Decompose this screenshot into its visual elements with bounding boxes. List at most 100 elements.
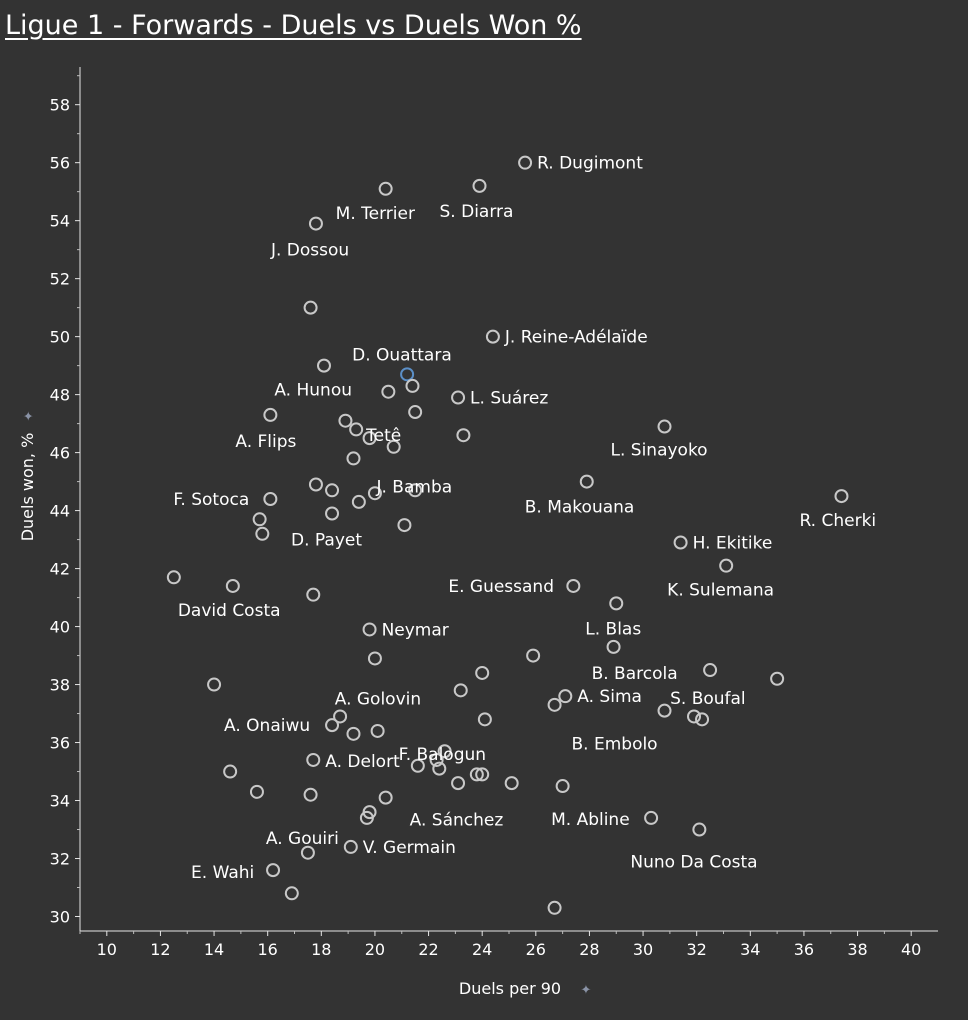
data-point[interactable] — [566, 578, 581, 593]
data-point[interactable] — [303, 787, 318, 802]
data-point[interactable] — [266, 863, 281, 878]
data-point[interactable] — [378, 790, 393, 805]
data-point[interactable] — [405, 378, 420, 393]
data-point[interactable] — [770, 671, 785, 686]
data-point[interactable] — [437, 744, 452, 759]
x-axis-title: Duels per 90 — [459, 979, 561, 998]
y-tick-label: 42 — [50, 560, 70, 579]
data-point[interactable] — [362, 622, 377, 637]
data-point[interactable] — [451, 776, 466, 791]
data-point[interactable] — [343, 839, 358, 854]
point-label: L. Suárez — [470, 389, 548, 409]
data-point[interactable] — [263, 407, 278, 422]
data-point[interactable] — [300, 845, 315, 860]
data-point[interactable] — [308, 216, 323, 231]
data-point[interactable] — [469, 767, 484, 782]
data-point[interactable] — [346, 726, 361, 741]
data-point[interactable] — [386, 439, 401, 454]
data-point[interactable] — [657, 703, 672, 718]
data-point[interactable] — [485, 329, 500, 344]
data-point[interactable] — [579, 474, 594, 489]
y-tick-label: 36 — [50, 734, 70, 753]
data-point[interactable] — [359, 810, 374, 825]
data-point[interactable] — [325, 506, 340, 521]
data-point[interactable] — [429, 752, 444, 767]
data-point[interactable] — [609, 596, 624, 611]
data-point[interactable] — [223, 764, 238, 779]
data-point[interactable] — [252, 512, 267, 527]
data-point[interactable] — [303, 300, 318, 315]
data-point[interactable] — [526, 648, 541, 663]
highlighted-point[interactable] — [400, 367, 415, 382]
data-point[interactable] — [397, 518, 412, 533]
point-label: L. Blas — [585, 619, 641, 639]
point-label: A. Delort — [325, 752, 400, 772]
data-point[interactable] — [410, 758, 425, 773]
data-point[interactable] — [555, 779, 570, 794]
data-point[interactable] — [687, 709, 702, 724]
data-point[interactable] — [284, 886, 299, 901]
data-point[interactable] — [408, 405, 423, 420]
data-point[interactable] — [325, 483, 340, 498]
data-point[interactable] — [225, 578, 240, 593]
data-point[interactable] — [673, 535, 688, 550]
data-point[interactable] — [362, 431, 377, 446]
data-point[interactable] — [475, 665, 490, 680]
y-axis-title: Duels won, % — [18, 433, 37, 542]
data-point[interactable] — [518, 155, 533, 170]
data-point[interactable] — [606, 639, 621, 654]
data-point[interactable] — [263, 492, 278, 506]
data-point[interactable] — [351, 494, 366, 509]
data-point[interactable] — [477, 712, 492, 727]
data-point[interactable] — [367, 651, 382, 666]
data-point[interactable] — [472, 178, 487, 193]
data-point[interactable] — [255, 526, 270, 541]
point-label: L. Sinayoko — [611, 441, 708, 461]
points-layer — [166, 155, 849, 915]
data-point[interactable] — [644, 810, 659, 825]
data-point[interactable] — [349, 422, 364, 437]
data-point[interactable] — [703, 663, 718, 678]
data-point[interactable] — [367, 486, 382, 501]
data-point[interactable] — [453, 683, 468, 698]
data-point[interactable] — [333, 709, 348, 724]
data-point[interactable] — [249, 784, 264, 799]
data-point[interactable] — [456, 428, 471, 443]
data-point[interactable] — [657, 419, 672, 434]
data-point[interactable] — [547, 900, 562, 915]
y-axis-pin-icon[interactable]: ✦ — [22, 410, 37, 421]
point-label: S. Diarra — [440, 202, 514, 222]
data-point[interactable] — [692, 822, 707, 837]
data-point[interactable] — [695, 712, 710, 727]
data-point[interactable] — [381, 384, 396, 399]
x-axis-pin-icon[interactable]: ✦ — [581, 983, 592, 998]
data-point[interactable] — [408, 483, 423, 498]
data-point[interactable] — [547, 697, 562, 712]
data-point[interactable] — [325, 718, 340, 733]
data-point[interactable] — [719, 558, 734, 573]
x-tick-label: 14 — [204, 940, 224, 959]
point-label: A. Sánchez — [410, 811, 504, 831]
data-point[interactable] — [558, 689, 573, 704]
data-point[interactable] — [207, 677, 222, 692]
data-point[interactable] — [504, 776, 519, 791]
data-point[interactable] — [834, 489, 849, 504]
data-point[interactable] — [316, 358, 331, 373]
data-point[interactable] — [451, 390, 466, 405]
data-point[interactable] — [475, 767, 490, 782]
data-point[interactable] — [308, 477, 323, 492]
point-label: Nuno Da Costa — [630, 853, 757, 873]
data-point[interactable] — [432, 761, 447, 776]
data-point[interactable] — [166, 570, 181, 585]
point-label: David Costa — [178, 601, 281, 621]
data-point[interactable] — [370, 723, 385, 738]
data-point[interactable] — [346, 451, 361, 466]
x-tick-label: 12 — [150, 940, 170, 959]
point-label: H. Ekitike — [693, 533, 773, 553]
point-label: S. Boufal — [670, 689, 746, 709]
data-point[interactable] — [338, 413, 353, 428]
data-point[interactable] — [306, 752, 321, 767]
point-label: A. Sima — [577, 687, 642, 707]
data-point[interactable] — [378, 181, 393, 196]
data-point[interactable] — [306, 587, 321, 602]
